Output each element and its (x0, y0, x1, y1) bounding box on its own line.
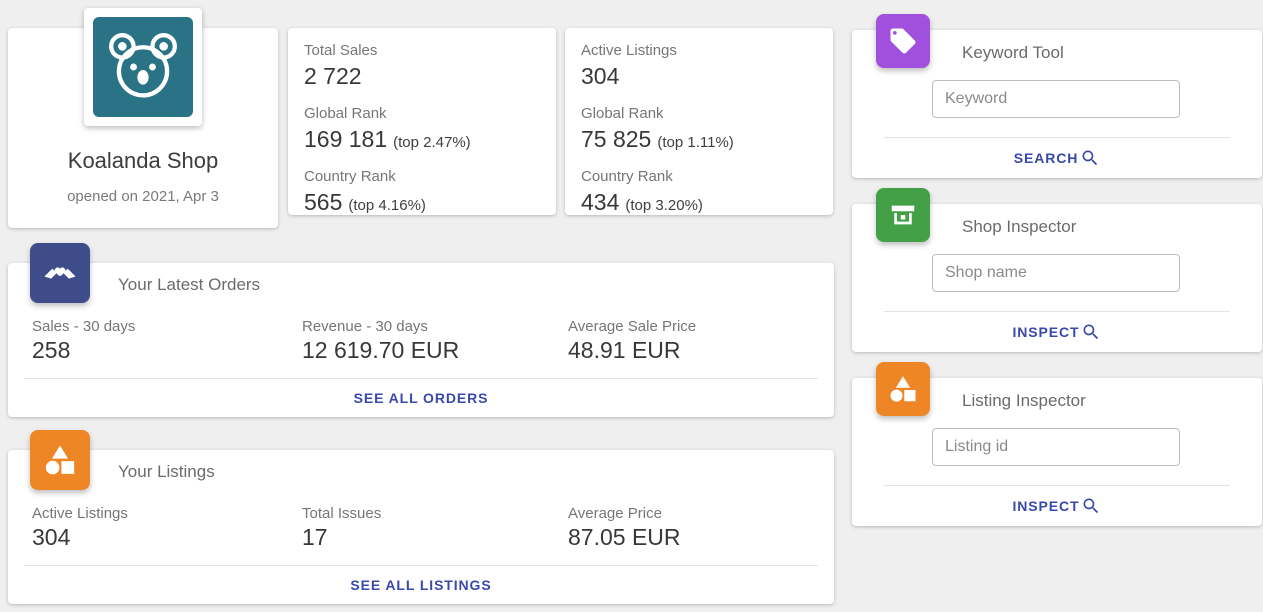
see-all-listings-link[interactable]: SEE ALL LISTINGS (350, 577, 491, 593)
global-rank-label: Global Rank (304, 105, 387, 122)
total-issues-stat: Total Issues 17 (302, 504, 381, 555)
category-icon (876, 362, 930, 416)
keyword-tool-title: Keyword Tool (962, 43, 1064, 62)
global-rank-value: 75 825 (581, 126, 652, 152)
global-rank-percent: (top 2.47%) (393, 134, 471, 151)
global-rank-row: Global Rank 75 825 (top 1.11%) (581, 104, 817, 158)
search-icon (1083, 498, 1099, 514)
revenue-30-days-label: Revenue - 30 days (302, 318, 428, 335)
country-rank-percent: (top 3.20%) (625, 197, 703, 214)
latest-orders-card: Your Latest Orders Sales - 30 days 258 R… (8, 243, 834, 417)
total-sales-label: Total Sales (304, 42, 378, 59)
orders-card-footer: SEE ALL ORDERS (8, 379, 834, 417)
shop-opened-date: opened on 2021, Apr 3 (67, 188, 219, 205)
shop-name: Koalanda Shop (67, 148, 219, 173)
keyword-tool-card: Keyword Tool SEARCH (852, 14, 1262, 178)
country-rank-label: Country Rank (304, 168, 396, 185)
average-price-label: Average Price (568, 505, 662, 522)
sales-30-days-label: Sales - 30 days (32, 318, 136, 335)
listing-inspector-card: Listing Inspector INSPECT (852, 362, 1262, 526)
average-sale-price-value: 48.91 EUR (568, 337, 681, 363)
country-rank-row: Country Rank 434 (top 3.20%) (581, 167, 817, 221)
search-button[interactable]: SEARCH (1014, 148, 1101, 168)
shop-inspector-title: Shop Inspector (962, 217, 1077, 236)
listings-card-title: Your Listings (118, 462, 215, 481)
see-all-orders-label: SEE ALL ORDERS (353, 390, 489, 406)
average-price-value: 87.05 EUR (568, 524, 681, 550)
keyword-tool-divider (884, 137, 1230, 138)
shop-name-input[interactable] (932, 254, 1180, 292)
revenue-30-days-stat: Revenue - 30 days 12 619.70 EUR (302, 317, 459, 368)
global-rank-percent: (top 1.11%) (657, 134, 734, 151)
country-rank-percent: (top 4.16%) (348, 197, 426, 214)
sales-30-days-stat: Sales - 30 days 258 (32, 317, 135, 368)
your-listings-card: Your Listings Active Listings 304 Total … (8, 430, 834, 604)
country-rank-label: Country Rank (581, 168, 673, 185)
inspect-shop-button[interactable]: INSPECT (1013, 322, 1102, 342)
listing-inspector-divider (884, 485, 1230, 486)
active-listings-value: 304 (32, 524, 71, 550)
orders-card-title: Your Latest Orders (118, 275, 261, 294)
country-rank-value: 434 (581, 189, 620, 215)
category-icon (30, 430, 90, 490)
keyword-tool-footer: SEARCH (852, 138, 1262, 178)
listing-id-input[interactable] (932, 428, 1180, 466)
shop-inspector-divider (884, 311, 1230, 312)
handshake-icon (30, 243, 90, 303)
shop-inspector-card: Shop Inspector INSPECT (852, 188, 1262, 352)
listings-card-footer: SEE ALL LISTINGS (8, 566, 834, 604)
listings-footer-divider (24, 565, 818, 566)
storefront-icon (876, 188, 930, 242)
global-rank-row: Global Rank 169 181 (top 2.47%) (304, 104, 540, 158)
revenue-30-days-value: 12 619.70 EUR (302, 337, 460, 363)
country-rank-value: 565 (304, 189, 343, 215)
listings-rank-card: Active Listings 304 Global Rank 75 825 (t… (565, 28, 833, 215)
sales-rank-card: Total Sales 2 722 Global Rank 169 181 (to… (288, 28, 556, 215)
average-sale-price-stat: Average Sale Price 48.91 EUR (568, 317, 696, 368)
listing-inspector-footer: INSPECT (852, 486, 1262, 526)
average-sale-price-label: Average Sale Price (568, 318, 697, 335)
search-icon (1082, 150, 1098, 166)
active-listings-stat: Active Listings 304 (32, 504, 128, 555)
tag-icon (876, 14, 930, 68)
inspect-listing-label: INSPECT (1012, 498, 1080, 514)
search-button-label: SEARCH (1013, 150, 1079, 166)
listing-inspector-title: Listing Inspector (962, 391, 1086, 410)
keyword-input[interactable] (932, 80, 1180, 118)
global-rank-label: Global Rank (581, 105, 664, 122)
total-sales-value: 2 722 (304, 63, 362, 89)
active-listings-label: Active Listings (32, 505, 128, 522)
orders-footer-divider (24, 378, 818, 379)
koala-logo-icon (93, 17, 193, 117)
country-rank-row: Country Rank 565 (top 4.16%) (304, 167, 540, 221)
shop-summary-card: Koalanda Shop opened on 2021, Apr 3 (8, 8, 278, 228)
global-rank-value: 169 181 (304, 126, 388, 152)
search-icon (1083, 324, 1099, 340)
active-listings-label: Active Listings (581, 42, 677, 59)
see-all-orders-link[interactable]: SEE ALL ORDERS (354, 390, 489, 406)
shop-logo-frame (84, 8, 202, 126)
average-price-stat: Average Price 87.05 EUR (568, 504, 681, 555)
active-listings-value: 304 (581, 63, 620, 89)
inspect-shop-label: INSPECT (1012, 324, 1080, 340)
see-all-listings-label: SEE ALL LISTINGS (350, 577, 492, 593)
shop-inspector-footer: INSPECT (852, 312, 1262, 352)
sales-30-days-value: 258 (32, 337, 71, 363)
total-sales-row: Total Sales 2 722 (304, 41, 540, 95)
total-issues-label: Total Issues (302, 505, 382, 522)
active-listings-row: Active Listings 304 (581, 41, 817, 95)
inspect-listing-button[interactable]: INSPECT (1013, 496, 1102, 516)
total-issues-value: 17 (302, 524, 328, 550)
